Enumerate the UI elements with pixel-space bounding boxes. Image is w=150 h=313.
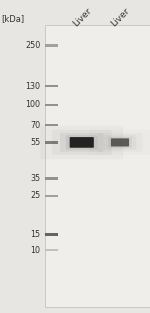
Text: 130: 130 (26, 82, 40, 90)
Bar (45, 124, 58, 126)
FancyBboxPatch shape (108, 137, 132, 148)
Text: 35: 35 (30, 174, 40, 183)
Bar (45, 177, 58, 180)
FancyBboxPatch shape (60, 133, 103, 152)
Bar (45, 141, 58, 144)
Text: [kDa]: [kDa] (2, 14, 25, 23)
Bar (45, 194, 58, 197)
Bar (45, 104, 58, 106)
Bar (45, 249, 58, 251)
Text: Liver: Liver (72, 6, 94, 28)
Bar (45, 25, 150, 307)
FancyBboxPatch shape (70, 137, 94, 148)
Text: 15: 15 (30, 230, 40, 239)
Text: 70: 70 (30, 121, 40, 130)
Text: 100: 100 (26, 100, 40, 109)
Text: 25: 25 (30, 191, 40, 200)
Text: 55: 55 (30, 138, 40, 147)
Bar (45, 44, 58, 47)
Text: 250: 250 (25, 41, 40, 50)
Text: Liver: Liver (109, 6, 131, 28)
Text: 10: 10 (30, 246, 40, 255)
Bar (45, 85, 58, 87)
FancyBboxPatch shape (66, 135, 98, 150)
FancyBboxPatch shape (111, 138, 129, 146)
Bar (45, 233, 58, 237)
